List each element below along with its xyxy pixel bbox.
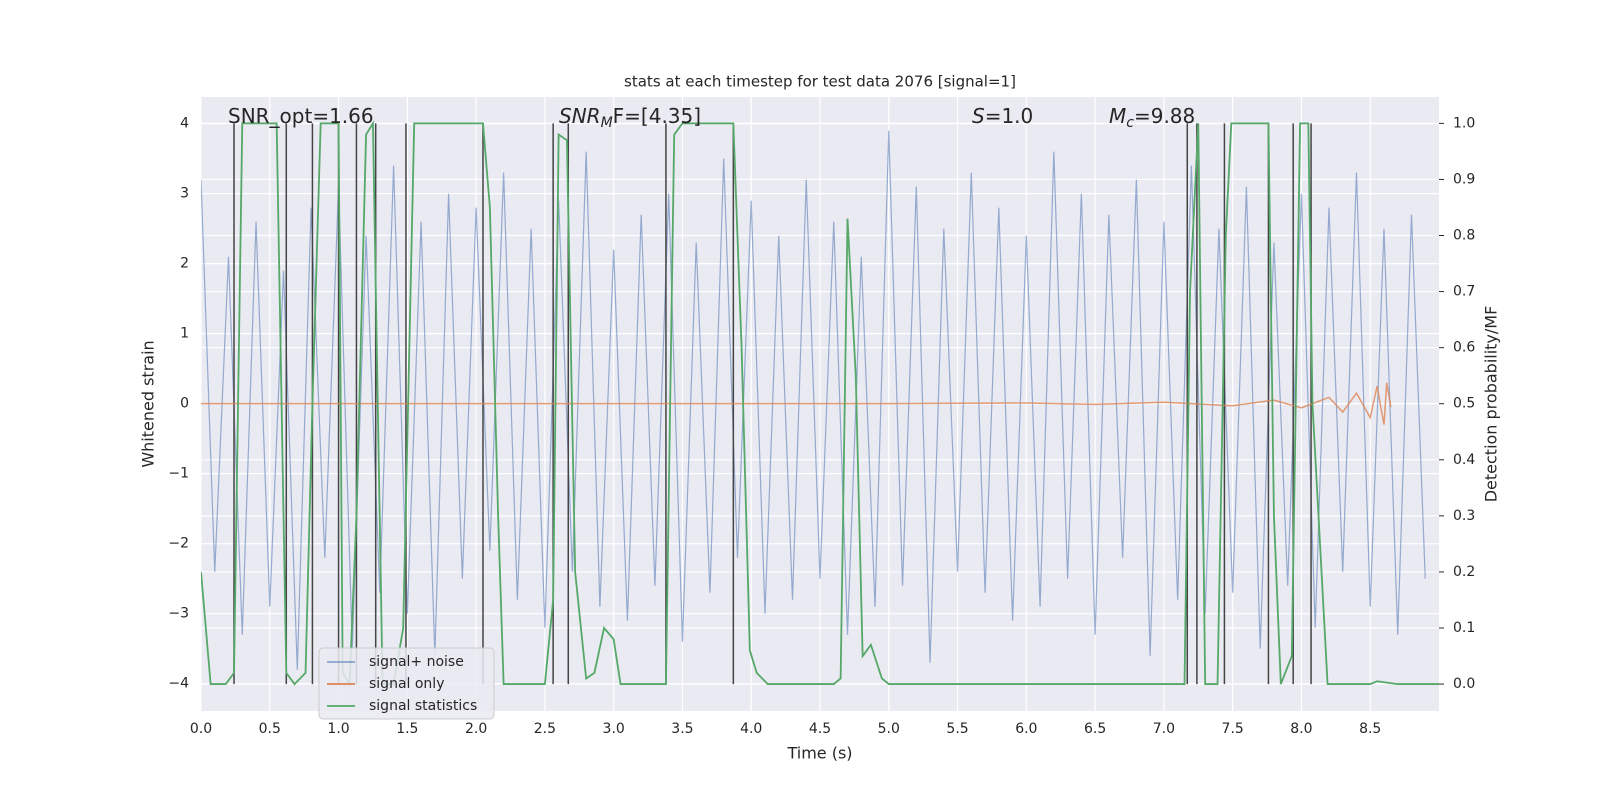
series-line bbox=[201, 382, 1392, 425]
y2-axis-label: Detection probability/MF bbox=[1482, 306, 1501, 503]
annotation: S=1.0 bbox=[972, 104, 1033, 128]
y2-tick-label: 0.2 bbox=[1453, 564, 1475, 580]
y-tick-label: −1 bbox=[168, 466, 189, 482]
y2-tick-label: 0.8 bbox=[1453, 228, 1475, 244]
y-tick-label: −2 bbox=[168, 536, 189, 552]
annotation-tail: F=[4.35] bbox=[613, 104, 701, 128]
x-tick-label: 2.0 bbox=[465, 721, 487, 737]
legend-label: signal+ noise bbox=[369, 654, 464, 670]
y-axis-label: Whitened strain bbox=[139, 340, 158, 467]
y-tick-label: 2 bbox=[180, 256, 189, 272]
annotation: SNRMF=[4.35] bbox=[559, 104, 701, 132]
y-tick-label: 4 bbox=[180, 116, 189, 132]
annotation-main: M bbox=[1109, 104, 1126, 128]
y2-tick-label: 0.4 bbox=[1453, 452, 1475, 468]
annotation: Mc=9.88 bbox=[1109, 104, 1195, 132]
annotation-tail: =9.88 bbox=[1134, 104, 1195, 128]
y2-tick-label: 0.3 bbox=[1453, 508, 1475, 524]
y2-tick-label: 0.1 bbox=[1453, 620, 1475, 636]
x-tick-label: 7.0 bbox=[1153, 721, 1175, 737]
x-tick-label: 6.0 bbox=[1015, 721, 1037, 737]
x-tick-label: 5.5 bbox=[946, 721, 968, 737]
legend-label: signal only bbox=[369, 676, 444, 692]
x-tick-label: 4.0 bbox=[740, 721, 762, 737]
y2-tick-label: 0.0 bbox=[1453, 676, 1475, 692]
annotation: SNR_opt=1.66 bbox=[228, 104, 374, 128]
legend-box bbox=[318, 647, 495, 720]
y2-tick-label: 0.5 bbox=[1453, 396, 1475, 412]
y2-tick-label: 0.7 bbox=[1453, 284, 1475, 300]
annotation-tail: =1.0 bbox=[985, 104, 1034, 128]
legend: signal+ noise signal only signal statistic… bbox=[318, 647, 495, 720]
annotation-sub: M bbox=[601, 115, 613, 131]
y-tick-label: 1 bbox=[180, 326, 189, 342]
x-tick-label: 0.5 bbox=[259, 721, 281, 737]
y-tick-label: −3 bbox=[168, 606, 189, 622]
y2-tick-label: 0.9 bbox=[1453, 171, 1475, 187]
x-axis-label: Time (s) bbox=[786, 744, 852, 763]
x-tick-label: 7.5 bbox=[1222, 721, 1244, 737]
annotation-sub: c bbox=[1126, 115, 1134, 131]
x-tick-label: 3.0 bbox=[603, 721, 625, 737]
y2-tick-label: 1.0 bbox=[1453, 115, 1475, 131]
x-tick-label: 5.0 bbox=[878, 721, 900, 737]
y-tick-label: 0 bbox=[180, 396, 189, 412]
x-tick-label: 2.5 bbox=[534, 721, 556, 737]
x-tick-label: 0.0 bbox=[190, 721, 212, 737]
annotation-main: SNR bbox=[559, 104, 601, 128]
x-tick-label: 3.5 bbox=[671, 721, 693, 737]
x-tick-label: 6.5 bbox=[1084, 721, 1106, 737]
annotation-main: S bbox=[972, 104, 985, 128]
x-tick-label: 8.5 bbox=[1359, 721, 1381, 737]
y-tick-label: 3 bbox=[180, 186, 189, 202]
legend-label: signal statistics bbox=[369, 698, 477, 714]
annotation-main: SNR_opt=1.66 bbox=[228, 104, 374, 128]
chart-title: stats at each timestep for test data 207… bbox=[624, 73, 1016, 91]
series-line bbox=[201, 120, 1439, 688]
x-tick-label: 1.5 bbox=[396, 721, 418, 737]
y-tick-label: −4 bbox=[168, 676, 189, 692]
x-tick-label: 4.5 bbox=[809, 721, 831, 737]
x-tick-label: 8.0 bbox=[1290, 721, 1312, 737]
y2-tick-label: 0.6 bbox=[1453, 340, 1475, 356]
x-tick-label: 1.0 bbox=[327, 721, 349, 737]
